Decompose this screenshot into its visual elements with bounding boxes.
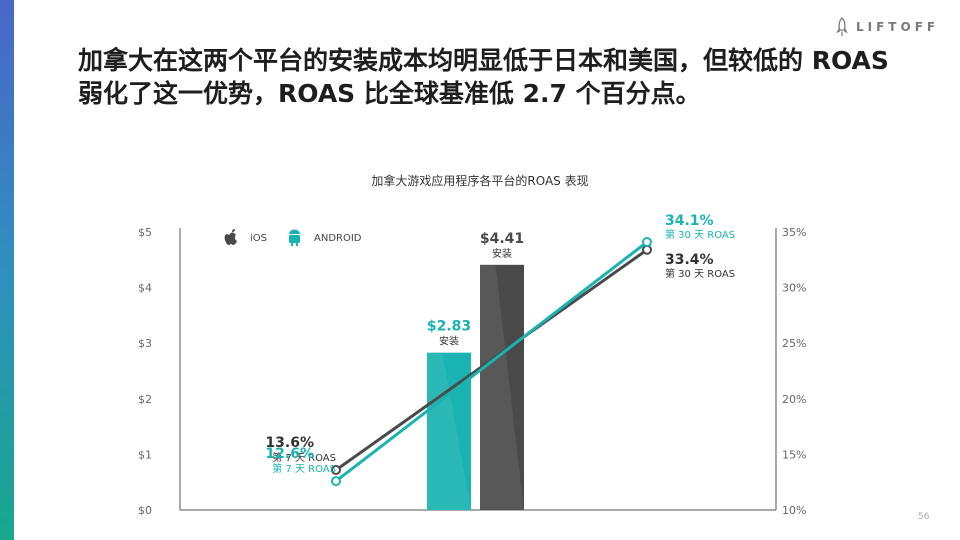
rocket-icon — [836, 17, 848, 36]
android-icon — [289, 235, 300, 243]
bar-sublabel: 安装 — [439, 335, 459, 348]
page-number: 56 — [918, 512, 930, 522]
right-tick-label: 35% — [782, 226, 806, 239]
android-icon-head — [289, 229, 300, 234]
roas-line-android — [335, 240, 648, 483]
headline-line-1: 加拿大在这两个平台的安装成本均明显低于日本和美国，但较低的 ROAS — [78, 46, 889, 75]
bar-value-label: $2.83 — [427, 319, 471, 335]
bar-shade — [480, 264, 524, 510]
android-icon-leg — [291, 243, 293, 246]
right-tick-label: 25% — [782, 337, 806, 350]
roas-start-sublabel: 第 7 天 ROAS — [272, 451, 336, 464]
roas-point-end — [642, 237, 652, 248]
roas-end-sublabel: 第 30 天 ROAS — [665, 228, 735, 241]
left-tick-label: $1 — [138, 448, 152, 461]
bar-value-label: $4.41 — [480, 231, 524, 247]
roas-end-sublabel: 第 30 天 ROAS — [665, 267, 735, 280]
accent-bar — [0, 0, 14, 540]
bar-ios — [480, 264, 524, 510]
android-icon-leg — [296, 243, 298, 246]
roas-end-value: 33.4% — [665, 252, 714, 268]
roas-start-sublabel: 第 7 天 ROAS — [272, 462, 336, 475]
legend-label: iOS — [250, 233, 267, 244]
logo-text: LIFTOFF — [856, 20, 940, 34]
left-tick-label: $4 — [138, 282, 152, 295]
right-tick-label: 10% — [782, 504, 806, 517]
roas-point-start — [331, 476, 341, 487]
left-tick-label: $0 — [138, 504, 152, 517]
right-tick-label: 15% — [782, 448, 806, 461]
roas-start-value: 13.6% — [265, 435, 314, 451]
roas-start-value: 12.6% — [265, 446, 314, 462]
left-tick-label: $3 — [138, 337, 152, 350]
right-tick-label: 20% — [782, 393, 806, 406]
headline-line-2: 弱化了这一优势，ROAS 比全球基准低 2.7 个百分点。 — [78, 79, 701, 108]
roas-end-value: 34.1% — [665, 213, 714, 229]
left-tick-label: $2 — [138, 393, 152, 406]
left-tick-label: $5 — [138, 226, 152, 239]
liftoff-logo: LIFTOFF — [836, 16, 939, 38]
bar-sublabel: 安装 — [492, 247, 512, 260]
apple-icon — [224, 229, 237, 245]
right-tick-label: 30% — [782, 282, 806, 295]
chart-title: 加拿大游戏应用程序各平台的ROAS 表现 — [371, 174, 589, 188]
legend-label: ANDROID — [314, 233, 362, 244]
page-headline: 加拿大在这两个平台的安装成本均明显低于日本和美国，但较低的 ROAS 弱化了这一… — [78, 44, 938, 110]
bar-shade — [427, 352, 471, 510]
roas-point-start — [331, 464, 341, 475]
